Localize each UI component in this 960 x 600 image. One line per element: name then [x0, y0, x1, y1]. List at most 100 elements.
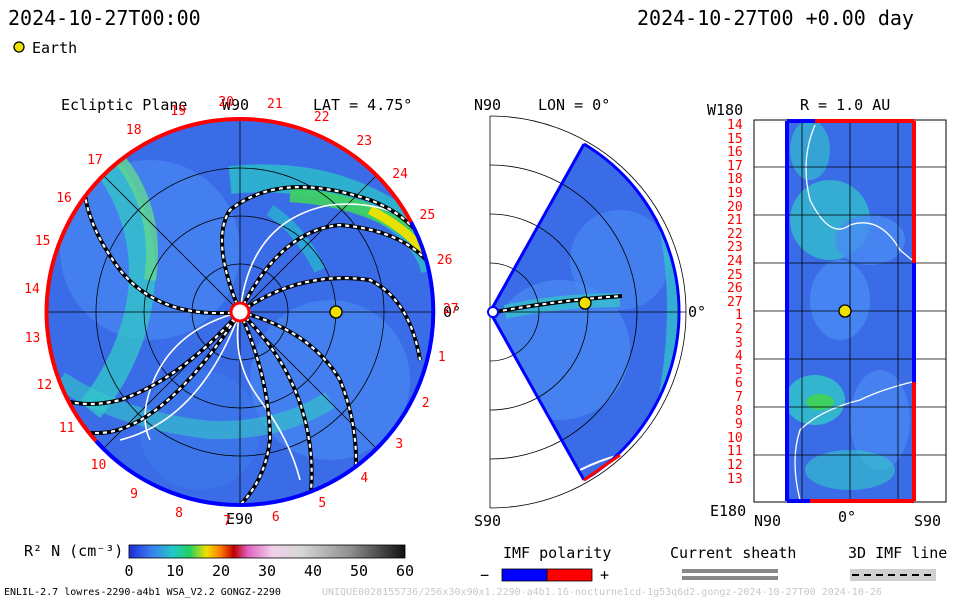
imf-plus-label: +: [600, 566, 610, 584]
map-row-label: 20: [727, 199, 743, 215]
meridional-lon-label: LON = 0°: [538, 96, 611, 114]
imf-minus-label: −: [480, 566, 490, 584]
rim-number: 23: [356, 134, 373, 150]
ecliptic-bottom-label: E90: [226, 510, 254, 528]
rim-number: 24: [392, 167, 408, 183]
earth-marker-ecliptic: [329, 305, 343, 319]
map-row-label: 15: [727, 131, 743, 147]
rim-number: 20: [218, 94, 234, 110]
rim-number: 25: [419, 207, 436, 223]
map-row-label: 14: [727, 118, 743, 133]
map-row-label: 6: [735, 376, 743, 392]
meridional-right-label: 0°: [688, 303, 707, 321]
rim-number: 14: [24, 282, 40, 298]
map-row-label: 27: [727, 294, 743, 310]
map-row-label: 7: [735, 390, 743, 405]
rim-number: 21: [267, 96, 283, 112]
rim-number: 3: [395, 437, 404, 453]
ecliptic-top-label: W90: [222, 96, 250, 114]
map-row-label: 24: [727, 254, 743, 269]
rim-number: 9: [130, 487, 138, 503]
map-row-label: 25: [727, 267, 743, 283]
map-x-right-label: S90: [914, 512, 942, 530]
rim-number: 26: [436, 253, 453, 269]
map-row-label: 9: [735, 417, 743, 433]
imf-line-label: 3D IMF line: [848, 544, 948, 562]
colorbar-tick: 30: [258, 562, 277, 580]
map-row-label: 18: [727, 172, 743, 188]
map-row-label: 5: [735, 362, 743, 378]
map-row-label: 13: [727, 471, 743, 487]
earth-legend-label: Earth: [32, 39, 78, 57]
rim-number: 15: [34, 234, 51, 250]
rim-number: 5: [318, 495, 327, 511]
imf-line-swatch: [850, 569, 936, 581]
relative-time: 2024-10-27T00 +0.00 day: [637, 6, 914, 30]
colorbar-label: R² N (cm⁻³): [24, 542, 124, 560]
rim-number: 18: [125, 123, 142, 139]
rim-number: 4: [360, 470, 369, 486]
earth-marker-map: [838, 304, 852, 318]
rim-number: 13: [24, 330, 41, 346]
run-id-footer: UNIQUE0028155736/256x30x90x1.2290-a4b1.1…: [322, 587, 882, 598]
map-row-label: 26: [727, 281, 743, 297]
colorbar-tick: 60: [396, 562, 415, 580]
map-top-left-label: W180: [707, 101, 744, 119]
earth-legend-icon: [13, 41, 25, 53]
imf-negative-swatch: [501, 568, 548, 582]
density-colorbar: [128, 544, 406, 559]
ecliptic-title: Ecliptic Plane: [61, 96, 188, 114]
rim-number: 7: [223, 513, 232, 529]
rim-number: 17: [87, 152, 103, 168]
map-row-label: 16: [727, 145, 743, 161]
map-row-label: 4: [735, 349, 743, 365]
map-row-label: 23: [727, 240, 743, 256]
ecliptic-plane-panel: [44, 116, 436, 508]
map-row-label: 3: [735, 335, 743, 351]
start-time: 2024-10-27T00:00: [8, 6, 201, 30]
map-bottom-left-label: E180: [710, 502, 747, 520]
colorbar-tick: 10: [166, 562, 185, 580]
map-row-label: 17: [727, 158, 743, 174]
rim-number: 19: [170, 103, 187, 119]
map-x-mid-label: 0°: [838, 508, 857, 526]
ecliptic-lat-label: LAT = 4.75°: [313, 96, 413, 114]
current-sheath-swatch: [682, 569, 778, 580]
rim-number: 8: [175, 505, 183, 521]
earth-marker-meridional: [578, 296, 592, 310]
longitude-map-panel: [753, 119, 947, 503]
map-row-label: 2: [735, 322, 743, 337]
map-x-left-label: N90: [754, 512, 782, 530]
rim-number: 16: [56, 190, 72, 206]
meridional-bottom-label: S90: [474, 512, 502, 530]
meridional-top-label: N90: [474, 96, 502, 114]
map-row-label: 1: [735, 308, 743, 324]
rim-number: 2: [421, 396, 430, 412]
rim-number: 22: [313, 110, 330, 126]
rim-number: 6: [271, 510, 280, 526]
current-sheath-label: Current sheath: [670, 544, 797, 562]
map-row-label: 11: [727, 444, 743, 460]
colorbar-tick: 0: [124, 562, 134, 580]
rim-number: 1: [437, 350, 446, 366]
rim-number: 10: [90, 458, 107, 474]
map-radius-label: R = 1.0 AU: [800, 96, 891, 114]
colorbar-tick: 20: [212, 562, 231, 580]
colorbar-tick: 40: [304, 562, 323, 580]
map-row-label: 19: [727, 186, 743, 201]
map-row-label: 21: [727, 213, 743, 229]
map-row-label: 22: [727, 226, 743, 242]
rim-number: 12: [36, 378, 53, 394]
imf-polarity-label: IMF polarity: [503, 544, 612, 562]
map-row-label: 8: [735, 403, 743, 419]
rim-number: 11: [58, 421, 75, 437]
ecliptic-right-label: 0°: [443, 303, 462, 321]
map-row-label: 12: [727, 458, 743, 473]
colorbar-tick: 50: [350, 562, 369, 580]
model-info-footer: ENLIL-2.7 lowres-2290-a4b1 WSA_V2.2 GONG…: [4, 587, 281, 598]
meridional-plane-panel: [487, 115, 687, 509]
imf-positive-swatch: [546, 568, 593, 582]
rim-number: 27: [442, 301, 459, 317]
map-row-label: 10: [727, 430, 743, 446]
